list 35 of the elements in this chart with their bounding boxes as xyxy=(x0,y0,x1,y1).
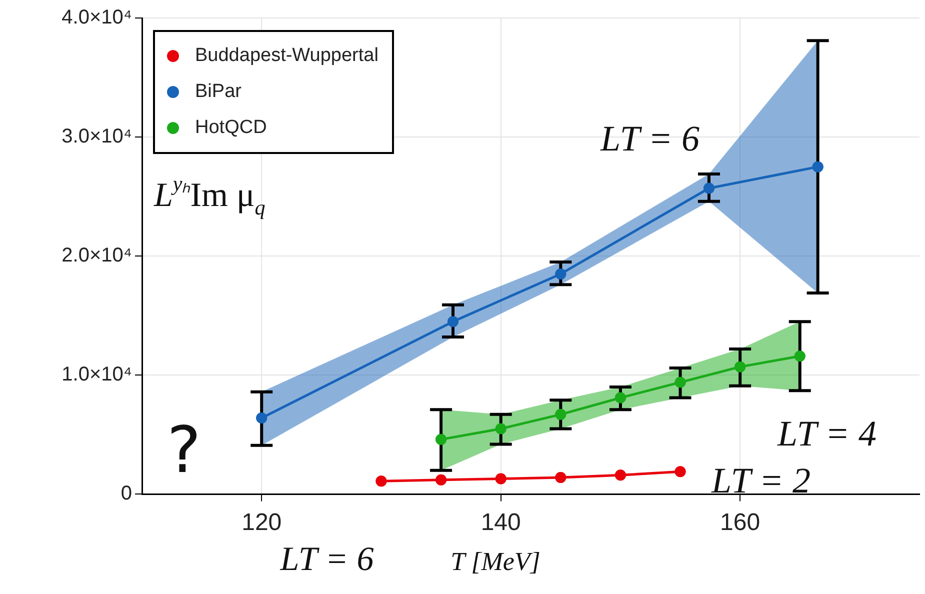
point xyxy=(674,376,686,388)
y-tick-label: 3.0×10⁴ xyxy=(62,126,132,148)
annotation: ? xyxy=(167,414,201,488)
point xyxy=(812,161,824,172)
point xyxy=(555,268,566,280)
legend-label: HotQCD xyxy=(195,117,267,139)
point xyxy=(614,392,626,404)
point xyxy=(734,361,746,372)
y-tick-label: 4.0×10⁴ xyxy=(62,6,132,29)
point xyxy=(794,350,806,362)
annotation: LT = 6 xyxy=(600,118,700,158)
point xyxy=(436,434,447,445)
point xyxy=(703,182,714,194)
x-tick-label: 120 xyxy=(242,509,282,536)
point xyxy=(256,412,268,424)
y-tick-label: 1.0×10⁴ xyxy=(62,364,132,386)
point xyxy=(495,473,506,484)
annotation: LT = 4 xyxy=(776,413,876,454)
annotation: LT = 2 xyxy=(710,460,810,500)
y-tick-label: 2.0×10⁴ xyxy=(62,244,132,267)
point xyxy=(495,423,506,434)
x-tick-label: 160 xyxy=(720,509,760,536)
legend-label: BiPar xyxy=(195,81,242,103)
point xyxy=(614,470,626,481)
y-tick-label: 0 xyxy=(120,482,132,505)
x-tick-label: 140 xyxy=(480,509,521,536)
point xyxy=(436,474,447,486)
point xyxy=(448,316,458,328)
point xyxy=(674,466,686,478)
legend-label: Buddapest-Wuppertal xyxy=(195,45,378,67)
point xyxy=(555,408,566,420)
x-axis-title: T [MeV] xyxy=(450,547,540,576)
text: LT = 6 xyxy=(279,541,374,578)
point xyxy=(555,472,566,484)
point xyxy=(376,476,387,487)
